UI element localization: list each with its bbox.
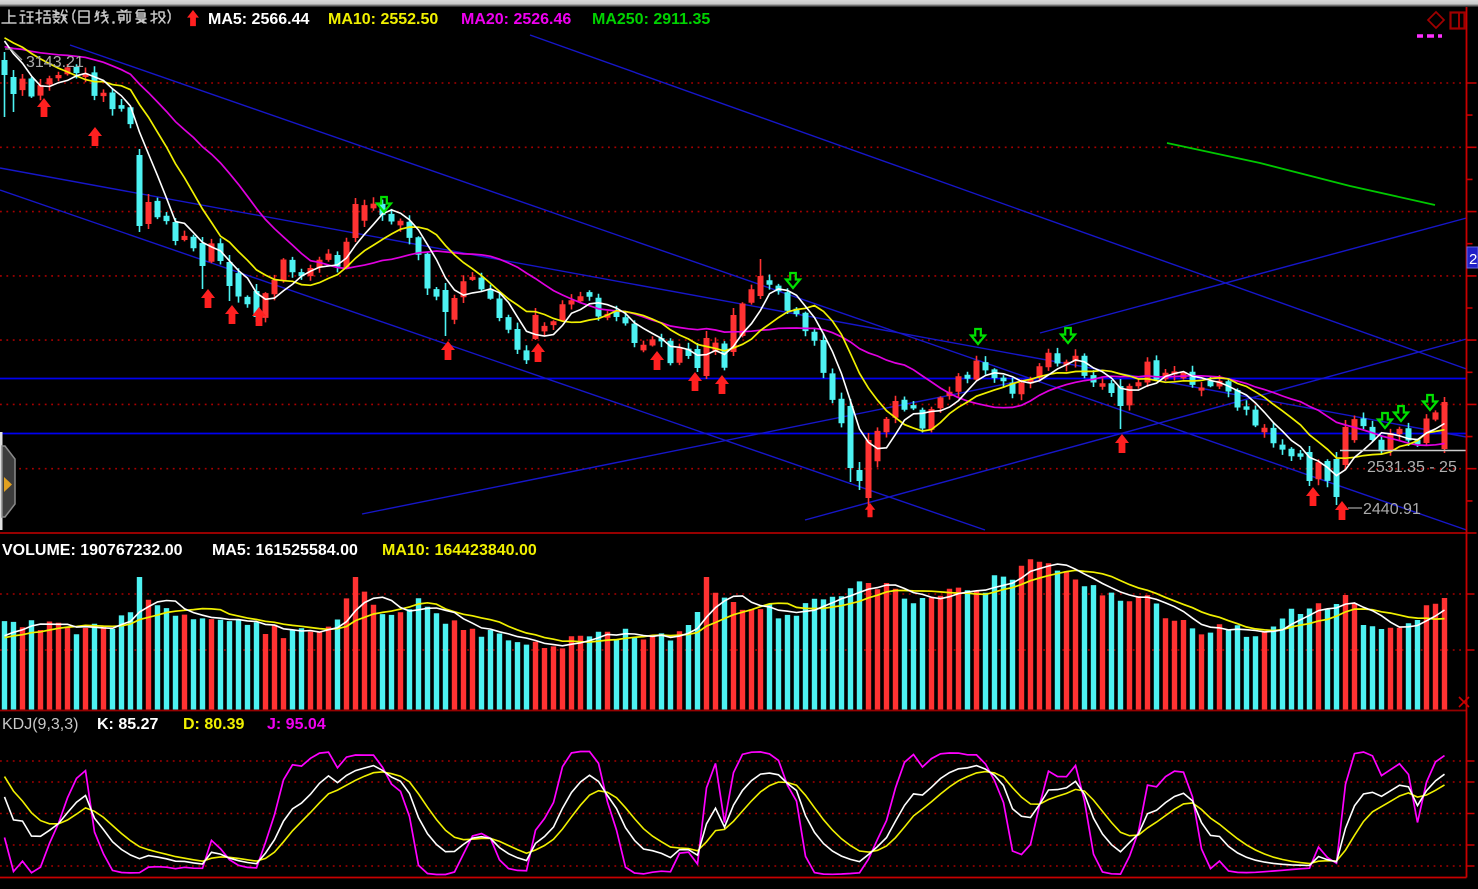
svg-text:K: 85.27: K: 85.27	[97, 716, 158, 733]
svg-text:3143.21: 3143.21	[26, 54, 84, 71]
svg-text:MA5: 2566.44: MA5: 2566.44	[208, 11, 309, 28]
svg-text:VOLUME: 190767232.00: VOLUME: 190767232.00	[2, 542, 183, 559]
svg-text:D: 80.39: D: 80.39	[183, 716, 244, 733]
svg-text:MA250: 2911.35: MA250: 2911.35	[592, 11, 710, 28]
svg-text:MA20: 2526.46: MA20: 2526.46	[461, 11, 571, 28]
svg-text:2531.35 - 25: 2531.35 - 25	[1367, 459, 1457, 476]
svg-text:MA5: 161525584.00: MA5: 161525584.00	[212, 542, 358, 559]
svg-text:2: 2	[1469, 251, 1477, 268]
svg-text:MA10: 2552.50: MA10: 2552.50	[328, 11, 438, 28]
svg-text:2440.91: 2440.91	[1363, 501, 1421, 518]
svg-text:J: 95.04: J: 95.04	[267, 716, 326, 733]
svg-text:MA10: 164423840.00: MA10: 164423840.00	[382, 542, 537, 559]
svg-text:KDJ(9,3,3): KDJ(9,3,3)	[2, 716, 78, 733]
